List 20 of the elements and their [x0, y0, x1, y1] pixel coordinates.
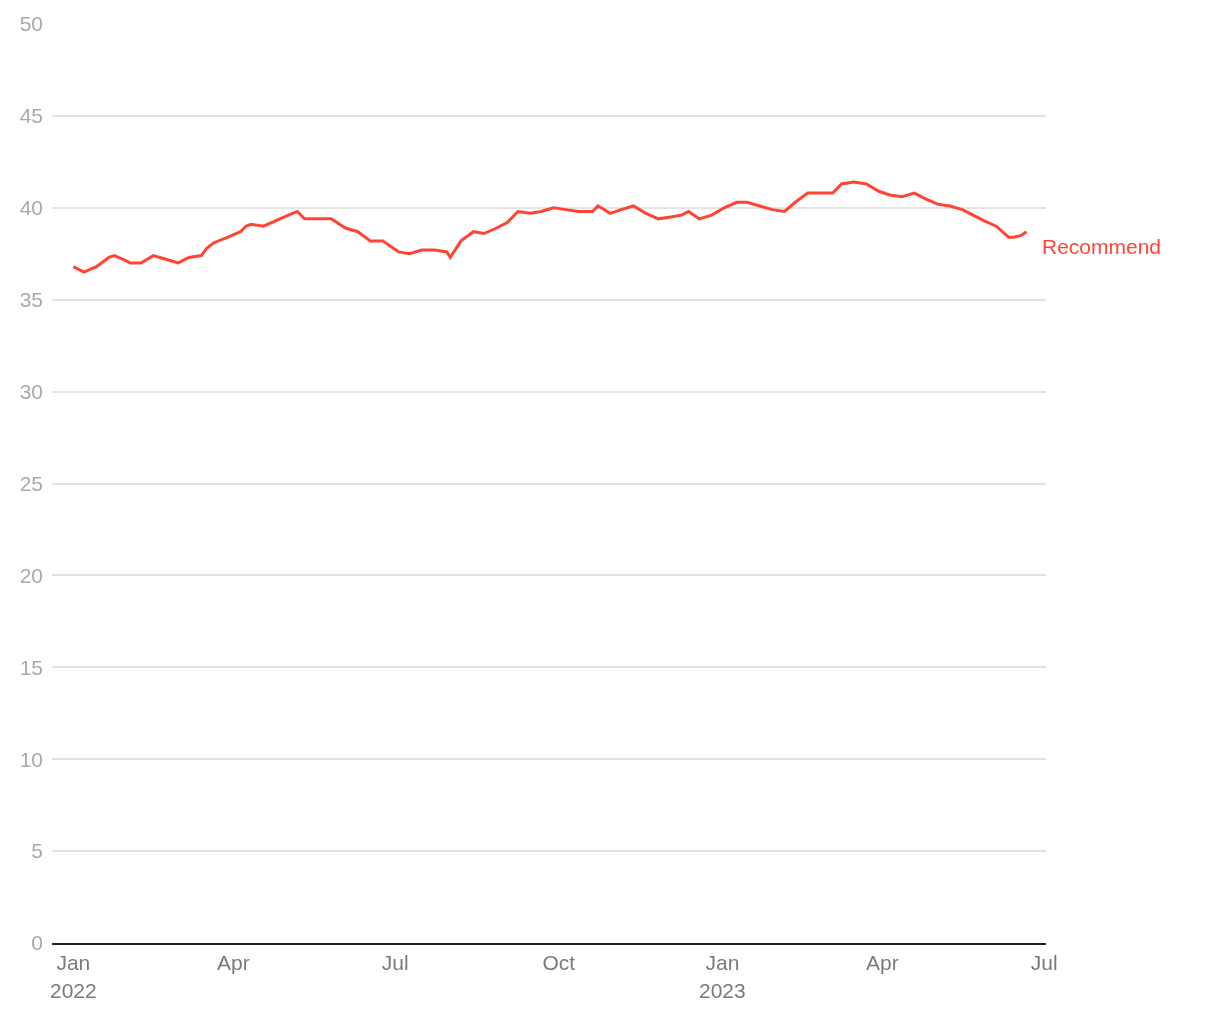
line-series — [71, 180, 1028, 274]
x-tick-label: Jul — [1030, 951, 1058, 975]
x-tick-label: Apr — [866, 951, 899, 975]
y-tick-label: 5 — [31, 839, 43, 863]
y-tick-label: 45 — [19, 104, 43, 128]
y-tick-label: 0 — [31, 931, 43, 955]
x-tick-label: Jan 2023 — [699, 951, 746, 1002]
y-tick-label: 30 — [19, 379, 43, 403]
y-tick-label: 15 — [19, 655, 43, 679]
y-tick-label: 35 — [19, 288, 43, 312]
series-label: Recommend — [1042, 235, 1162, 258]
y-tick-label: 40 — [19, 196, 43, 220]
y-tick-label: 10 — [19, 747, 43, 771]
x-tick-label: Jan 2022 — [49, 951, 97, 1002]
y-tick-label: 25 — [19, 471, 43, 495]
y-tick-label: 20 — [19, 563, 43, 587]
x-tick-label: Jul — [381, 951, 409, 975]
y-tick-label: 50 — [19, 12, 43, 36]
x-tick-label: Oct — [542, 951, 576, 975]
x-tick-label: Apr — [217, 951, 250, 975]
